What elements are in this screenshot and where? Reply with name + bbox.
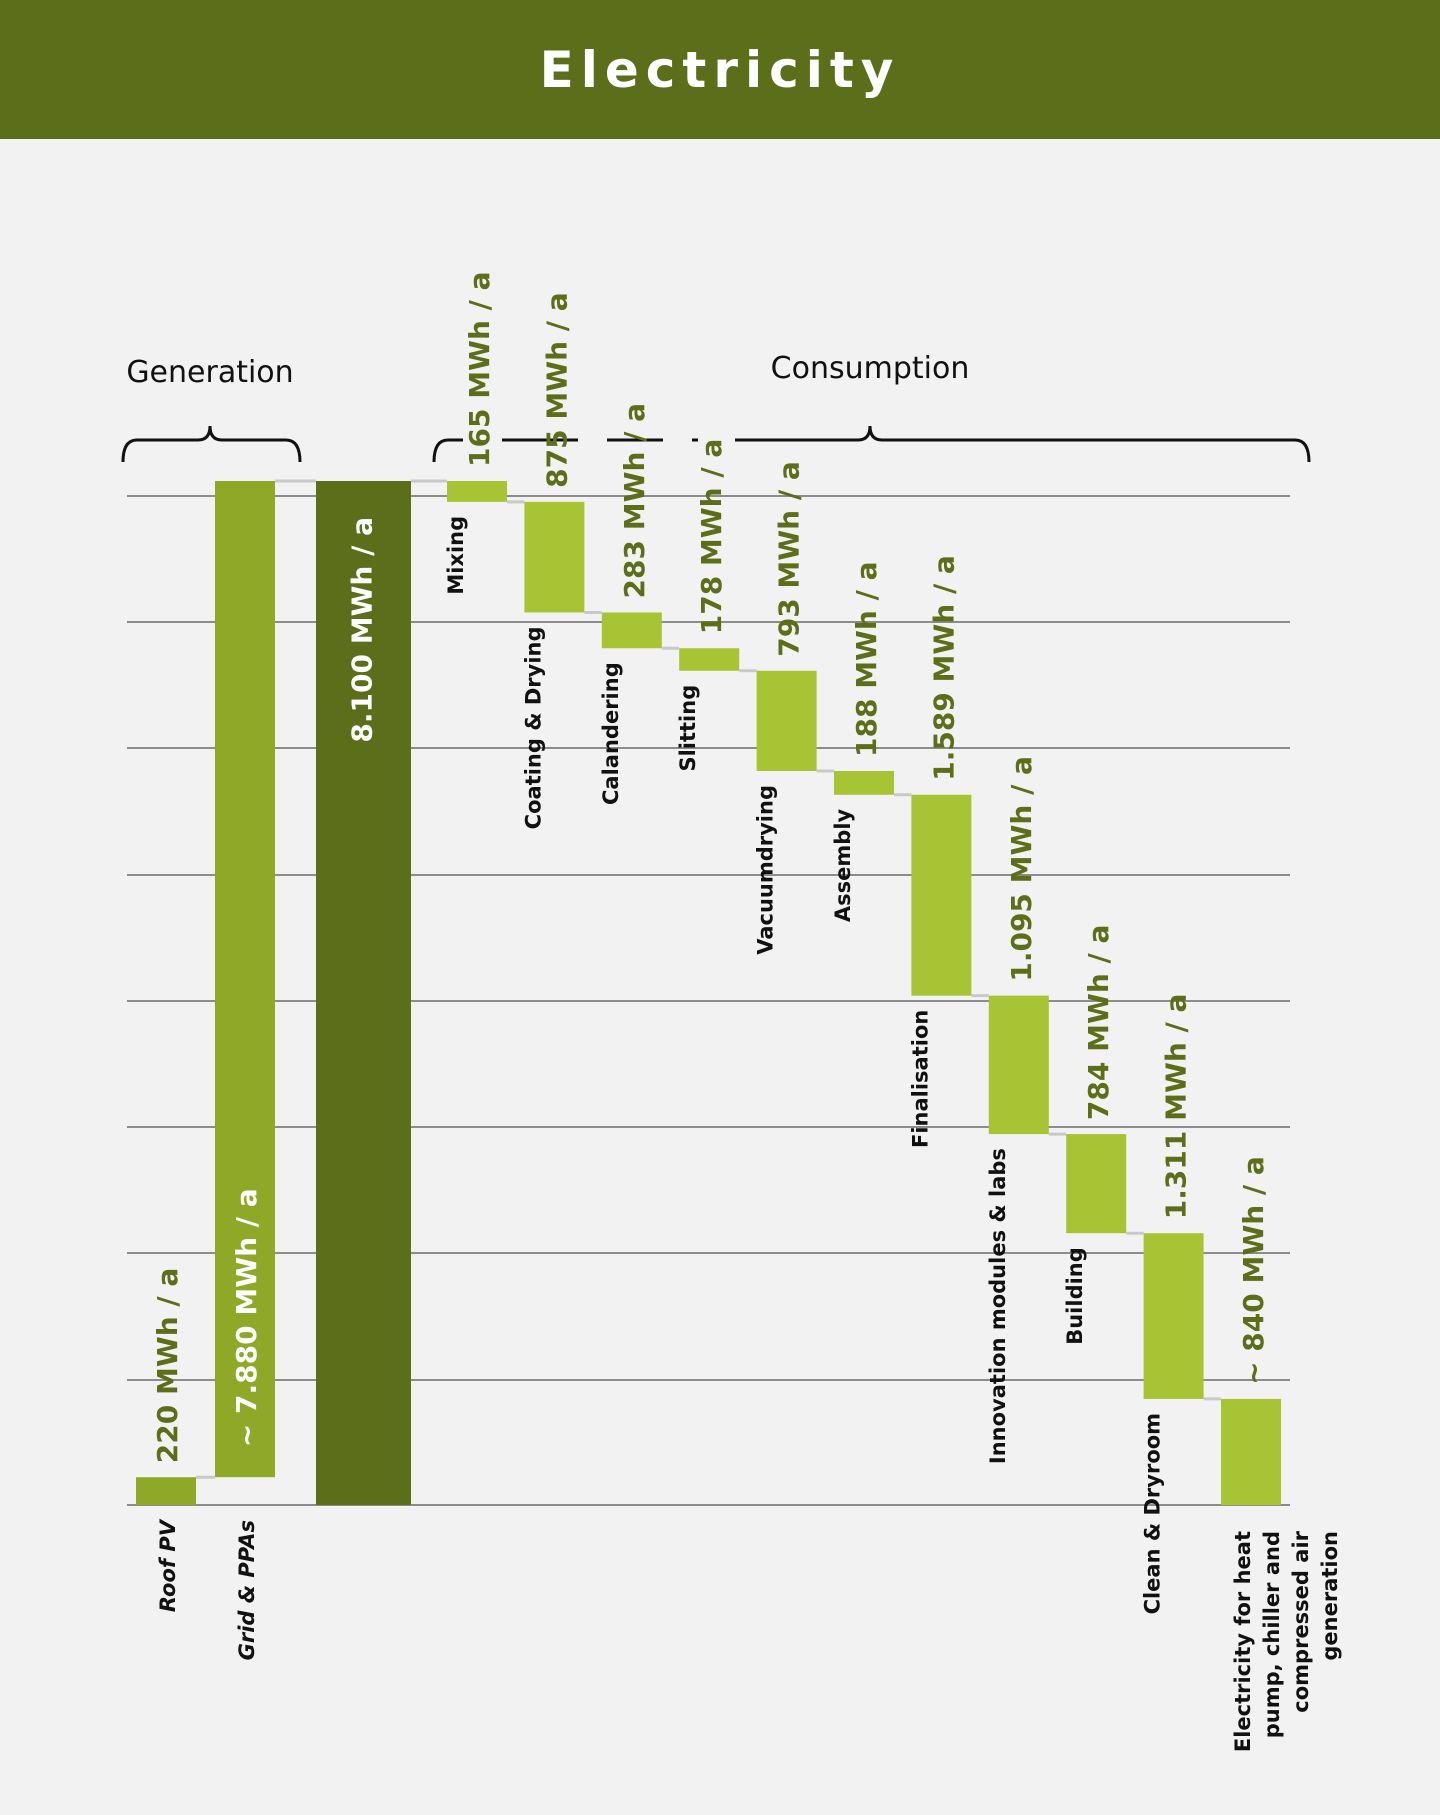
bar-coating-drying: [524, 501, 585, 613]
bar-assembly: [834, 771, 894, 795]
title-bar: Electricity: [0, 0, 1440, 139]
bar-innovation-modules-labs: [988, 995, 1049, 1135]
value-label: 875 MWh / a: [540, 292, 573, 488]
category-label: Mixing: [444, 516, 468, 595]
bar-building: [1066, 1134, 1127, 1234]
group-label-generation: Generation: [126, 355, 293, 390]
category-label: Slitting: [676, 685, 700, 772]
generation-bracket: [121, 425, 302, 463]
category-label-line: compressed air: [1289, 1530, 1313, 1712]
value-label: 8.100 MWh / a: [346, 517, 379, 743]
value-label: ~ 840 MWh / a: [1237, 1156, 1270, 1385]
consumption-bracket-gap: [698, 436, 735, 444]
category-label: Building: [1063, 1247, 1087, 1345]
bar-grid-ppas: [215, 481, 275, 1478]
value-label: ~ 7.880 MWh / a: [230, 1188, 263, 1447]
consumption-bracket-gap: [663, 436, 692, 444]
value-label: 165 MWh / a: [463, 272, 496, 468]
bar-calandering: [601, 612, 662, 649]
category-label: Innovation modules & labs: [986, 1148, 1010, 1464]
value-label: 1.589 MWh / a: [927, 555, 960, 781]
consumption-bracket-gap: [463, 436, 502, 444]
category-label-line: pump, chiller and: [1260, 1531, 1284, 1738]
chart-title: Electricity: [539, 40, 901, 99]
value-label: 220 MWh / a: [151, 1268, 184, 1464]
bar-slitting: [679, 648, 740, 671]
bar-roof-pv: [136, 1477, 196, 1505]
value-label: 188 MWh / a: [850, 562, 883, 758]
category-label: Coating & Drying: [521, 626, 545, 829]
bar-vacuumdrying: [756, 670, 817, 772]
category-label: Calandering: [599, 662, 623, 805]
category-label-line: generation: [1318, 1531, 1342, 1661]
category-label: Finalisation: [908, 1010, 932, 1148]
category-label: Assembly: [831, 808, 855, 922]
value-label: 793 MWh / a: [773, 461, 806, 657]
bar-mixing: [447, 481, 507, 502]
category-label: Clean & Dryroom: [1141, 1413, 1165, 1614]
value-label: 784 MWh / a: [1082, 925, 1115, 1121]
group-label-consumption: Consumption: [771, 351, 970, 386]
category-label-line: Electricity for heat: [1231, 1531, 1255, 1752]
category-label: Vacuumdrying: [754, 785, 778, 955]
value-label: 178 MWh / a: [695, 439, 728, 635]
bar-finalisation: [911, 794, 972, 996]
category-label: Roof PV: [156, 1518, 180, 1612]
bar-electricity-for-heat-pump-chiller-and-co: [1221, 1398, 1281, 1506]
value-label: 283 MWh / a: [618, 403, 651, 599]
consumption-bracket-gap: [578, 436, 607, 444]
bar-clean-dryroom: [1143, 1233, 1204, 1399]
consumption-bracket: [432, 425, 1311, 463]
category-label: Grid & PPAs: [235, 1520, 259, 1660]
value-label: 1.311 MWh / a: [1160, 994, 1193, 1220]
bar-total: [316, 481, 411, 1505]
value-label: 1.095 MWh / a: [1005, 756, 1038, 982]
